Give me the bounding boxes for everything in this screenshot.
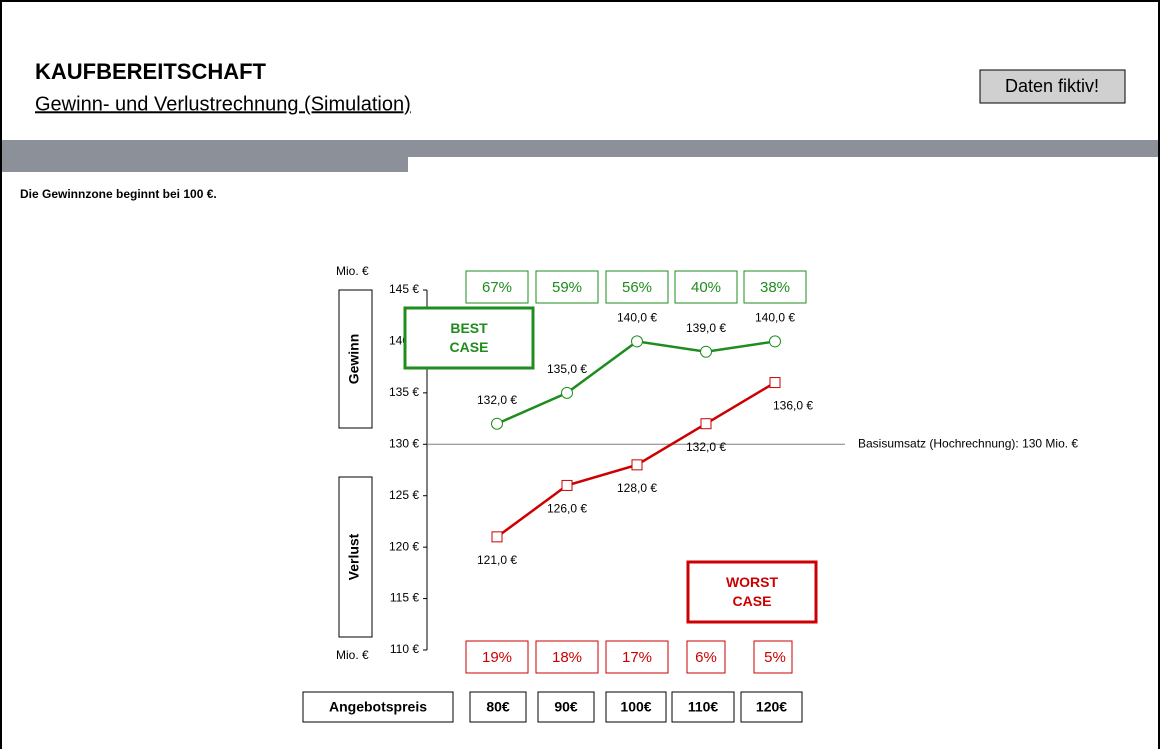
y-tick-label: 110 €	[390, 642, 419, 656]
marker	[769, 335, 781, 348]
note: Die Gewinnzone beginnt bei 100 €.	[20, 187, 217, 201]
case-box	[403, 306, 535, 370]
x-label: Angebotspreis	[329, 699, 427, 715]
marker	[561, 386, 573, 399]
share-label: 19%	[482, 649, 512, 666]
share-box	[674, 270, 738, 304]
case-label: WORST CASE	[726, 574, 779, 609]
case-label: BEST CASE	[450, 320, 489, 355]
value-label: 135,0 €	[547, 362, 587, 376]
share-box	[686, 640, 726, 674]
band	[2, 140, 1158, 157]
value-label: 126,0 €	[547, 502, 587, 516]
badge-box	[979, 69, 1126, 104]
x-label-box	[302, 691, 454, 723]
zone-label: Verlust	[346, 533, 362, 580]
x-tick-label: 100€	[620, 699, 651, 715]
baseline-label: Basisumsatz (Hochrechnung): 130 Mio. €	[858, 436, 1078, 450]
price-box	[469, 691, 527, 723]
marker	[631, 459, 643, 471]
share-label: 18%	[552, 649, 582, 666]
value-label: 128,0 €	[617, 481, 657, 495]
y-tick-label: 120 €	[389, 539, 419, 553]
y-tick-label: 145 €	[389, 282, 419, 296]
share-box	[535, 270, 599, 304]
share-box	[753, 640, 793, 674]
x-tick-label: 80€	[486, 699, 510, 715]
x-tick-label: 90€	[554, 699, 578, 715]
y-tick-label: 130 €	[389, 436, 419, 450]
price-box	[740, 691, 803, 723]
share-box	[605, 270, 669, 304]
share-label: 56%	[622, 279, 652, 296]
share-label: 59%	[552, 279, 582, 296]
share-label: 17%	[622, 649, 652, 666]
share-box	[743, 270, 807, 304]
case-box	[686, 560, 818, 624]
share-label: 5%	[764, 649, 786, 666]
share-box	[535, 640, 599, 674]
value-label: 132,0 €	[477, 393, 517, 407]
badge: Daten fiktiv!	[1005, 76, 1099, 96]
y-label: Mio. €	[336, 264, 369, 278]
marker	[700, 418, 712, 430]
subtitle: Gewinn- und Verlustrechnung (Simulation)	[35, 93, 411, 115]
title: KAUFBEREITSCHAFT	[35, 59, 267, 84]
y-label: Mio. €	[336, 648, 369, 662]
value-label: 136,0 €	[773, 399, 813, 413]
price-box	[671, 691, 735, 723]
zone-label: Gewinn	[346, 334, 362, 385]
value-label: 140,0 €	[617, 311, 657, 325]
marker	[769, 377, 781, 389]
share-box	[465, 640, 529, 674]
share-label: 67%	[482, 279, 512, 296]
y-tick-label: 135 €	[389, 385, 419, 399]
x-tick-label: 110€	[688, 699, 719, 715]
value-label: 121,0 €	[477, 553, 517, 567]
band-tab	[2, 157, 408, 172]
share-label: 6%	[695, 649, 717, 666]
zone-box	[338, 476, 373, 638]
value-label: 140,0 €	[755, 311, 795, 325]
y-tick-label: 115 €	[390, 591, 419, 605]
value-label: 132,0 €	[686, 440, 726, 454]
share-label: 40%	[691, 279, 721, 296]
share-label: 38%	[760, 279, 790, 296]
price-box	[605, 691, 667, 723]
share-box	[605, 640, 669, 674]
x-tick-label: 120€	[756, 699, 787, 715]
marker	[491, 417, 503, 430]
zone-box	[338, 289, 373, 429]
y-tick-label: 125 €	[389, 488, 419, 502]
price-box	[537, 691, 595, 723]
marker	[700, 345, 712, 358]
share-box	[465, 270, 529, 304]
marker	[631, 335, 643, 348]
marker	[491, 531, 503, 543]
value-label: 139,0 €	[686, 321, 726, 335]
marker	[561, 479, 573, 491]
